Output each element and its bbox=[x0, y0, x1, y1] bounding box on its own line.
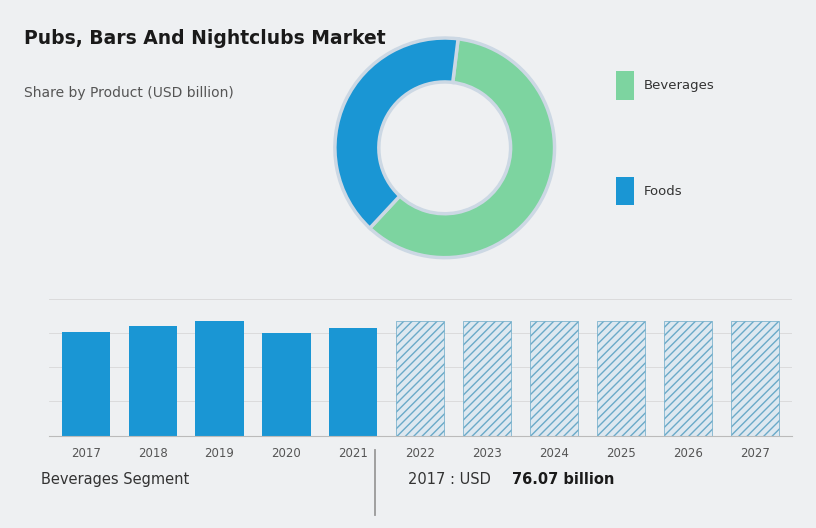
Text: 76.07 billion: 76.07 billion bbox=[512, 472, 614, 486]
Text: Pubs, Bars And Nightclubs Market: Pubs, Bars And Nightclubs Market bbox=[24, 29, 386, 48]
Bar bbox=[730, 321, 778, 436]
Bar bbox=[463, 321, 511, 436]
Bar bbox=[129, 326, 177, 436]
Bar bbox=[616, 177, 634, 205]
Text: Foods: Foods bbox=[644, 184, 682, 197]
Bar bbox=[196, 321, 244, 436]
Bar bbox=[663, 321, 712, 436]
Bar bbox=[62, 332, 110, 436]
Text: 2017 : USD: 2017 : USD bbox=[408, 472, 495, 486]
Text: Share by Product (USD billion): Share by Product (USD billion) bbox=[24, 86, 234, 100]
Bar bbox=[330, 328, 378, 436]
Bar bbox=[616, 71, 634, 100]
Text: Beverages Segment: Beverages Segment bbox=[41, 472, 189, 486]
Bar bbox=[263, 333, 311, 436]
Wedge shape bbox=[370, 39, 555, 258]
Wedge shape bbox=[335, 38, 458, 228]
Bar bbox=[596, 321, 645, 436]
Bar bbox=[530, 321, 578, 436]
Text: Beverages: Beverages bbox=[644, 79, 715, 92]
Bar bbox=[396, 321, 445, 436]
